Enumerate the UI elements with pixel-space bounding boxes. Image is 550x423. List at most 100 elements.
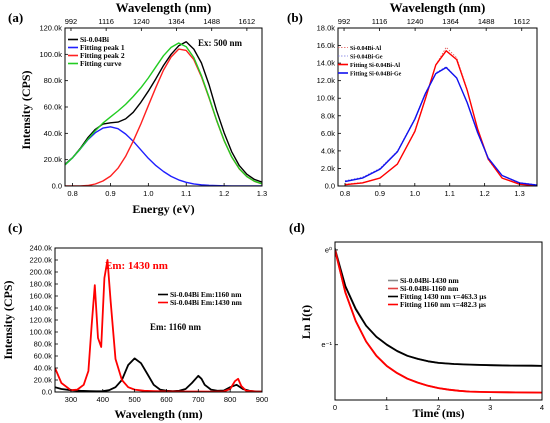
y-tick-label-b-5: 10.0k xyxy=(317,94,336,103)
top-tick-label-b-0: 992 xyxy=(338,17,351,26)
y-tick-label-c-3: 60.0k xyxy=(34,352,53,361)
y-tick-label-a-3: 60.0k xyxy=(44,103,63,112)
plot-frame-b xyxy=(337,27,538,187)
x-axis-title-a: Energy (eV) xyxy=(132,202,194,216)
series-line-a-3 xyxy=(65,42,262,185)
y-tick-label-c-8: 160.0k xyxy=(29,292,52,301)
x-tick-label-a-1: 0.9 xyxy=(105,189,115,198)
y-tick-label-b-9: 18.0k xyxy=(317,24,336,33)
x-tick-label-c-5: 800 xyxy=(224,395,237,404)
legend-label-d-3: Fitting 1160 nm τ=482.3 μs xyxy=(400,300,486,309)
top-tick-label-b-3: 1364 xyxy=(442,17,459,26)
y-tick-label-c-7: 140.0k xyxy=(29,304,52,313)
y-tick-label-b-1: 2.0k xyxy=(321,164,335,173)
legend-label-b-1: Si-0.04Bi-Ge xyxy=(350,55,383,61)
legend-label-b-3: Fitting Si-0.04Bi-Ge xyxy=(350,72,402,78)
top-tick-label-a-0: 992 xyxy=(65,17,78,26)
x-tick-label-c-0: 300 xyxy=(65,395,78,404)
y-axis-title-c: Intensity (CPS) xyxy=(1,280,15,359)
y-axis-title-d: Ln I(t) xyxy=(299,305,313,339)
series-line-d-1 xyxy=(335,249,542,394)
top-tick-label-a-1: 1116 xyxy=(98,17,114,26)
panel-label-b: (b) xyxy=(287,10,303,25)
series-line-c-1 xyxy=(55,259,262,392)
x-tick-label-d-3: 3 xyxy=(488,403,492,412)
y-tick-label-c-11: 220.0k xyxy=(29,256,52,265)
y-tick-label-c-2: 40.0k xyxy=(34,364,53,373)
x-tick-label-d-4: 4 xyxy=(540,403,544,412)
x-tick-label-b-3: 1.1 xyxy=(445,189,455,198)
y-tick-label-a-0: 0.0 xyxy=(52,182,62,191)
top-tick-label-b-4: 1488 xyxy=(478,17,495,26)
y-tick-label-a-2: 40.0k xyxy=(44,129,63,138)
series-line-d-3 xyxy=(335,249,542,394)
series-line-b-1 xyxy=(344,66,537,186)
y-tick-label-d-0: e⁰ xyxy=(325,245,332,254)
x-tick-label-b-4: 1.2 xyxy=(479,189,489,198)
y-tick-label-c-5: 100.0k xyxy=(29,328,52,337)
y-tick-label-b-0: 0.0 xyxy=(325,182,335,191)
annotation-a-0: Ex: 500 nm xyxy=(198,38,243,48)
top-tick-label-a-5: 1612 xyxy=(239,17,256,26)
y-tick-label-c-1: 20.0k xyxy=(34,376,53,385)
x-tick-label-d-0: 0 xyxy=(333,403,337,412)
y-tick-label-c-10: 200.0k xyxy=(29,268,52,277)
legend-label-d-1: Si-0.04Bi-1160 nm xyxy=(400,284,459,293)
x-tick-label-b-1: 0.9 xyxy=(375,189,385,198)
y-tick-label-b-4: 8.0k xyxy=(321,111,335,120)
top-tick-label-a-2: 1240 xyxy=(133,17,150,26)
series-line-b-2 xyxy=(344,50,537,186)
y-axis-title-a: Intensity (CPS) xyxy=(19,70,33,149)
top-tick-label-a-4: 1488 xyxy=(203,17,220,26)
y-tick-label-b-2: 4.0k xyxy=(321,146,335,155)
x-tick-label-c-4: 700 xyxy=(192,395,205,404)
legend-label-d-2: Fitting 1430 nm τ=463.3 μs xyxy=(400,292,486,301)
panel-a: 0.8 0.9 1.0 1.1 1.2 1.3 0.0 20.0k 40.0k 60.0k 80.0… xyxy=(8,0,267,216)
series-line-b-3 xyxy=(344,66,537,186)
x-tick-label-a-3: 1.1 xyxy=(181,189,191,198)
x-tick-label-a-5: 1.3 xyxy=(257,189,267,198)
top-tick-label-b-1: 1116 xyxy=(372,17,388,26)
x-tick-label-b-5: 1.3 xyxy=(514,189,524,198)
x-tick-label-a-4: 1.2 xyxy=(219,189,229,198)
chart-title-b: Wavelength (nm) xyxy=(390,0,486,15)
series-group-d xyxy=(335,248,542,394)
y-tick-label-a-5: 100.0k xyxy=(39,50,62,59)
x-tick-label-c-6: 900 xyxy=(256,395,269,404)
y-tick-label-b-8: 16.0k xyxy=(317,41,336,50)
top-tick-label-b-5: 1612 xyxy=(513,17,530,26)
legend-label-b-0: Si-0.04Bi-Al xyxy=(350,46,382,52)
legend-label-d-0: Si-0.04Bi-1430 nm xyxy=(400,276,460,285)
annotation-c-0: Em: 1430 nm xyxy=(105,260,168,272)
panel-b: 0.8 0.9 1.0 1.1 1.2 1.3 0.0 2.0k 4.0k 6.0k 8.0k 10.… xyxy=(287,0,538,198)
legend-label-a-2: Fitting peak 2 xyxy=(80,51,125,60)
chart-title-a: Wavelength (nm) xyxy=(116,0,212,15)
y-tick-label-c-9: 180.0k xyxy=(29,280,52,289)
annotation-c-1: Em: 1160 nm xyxy=(150,322,202,332)
legend-label-a-0: Si-0.04Bi xyxy=(80,35,109,44)
y-tick-label-b-3: 6.0k xyxy=(321,129,335,138)
legend-label-c-1: Si-0.04Bi Em:1430 nm xyxy=(170,298,243,307)
y-tick-label-a-4: 80.0k xyxy=(44,76,63,85)
x-tick-label-d-1: 1 xyxy=(385,403,389,412)
x-axis-title-d: Time (ms) xyxy=(412,406,464,420)
x-tick-label-c-2: 500 xyxy=(128,395,141,404)
x-tick-label-b-2: 1.0 xyxy=(410,189,420,198)
x-axis-title-c: Wavelength (nm) xyxy=(114,407,202,421)
y-tick-label-c-4: 80.0k xyxy=(34,340,53,349)
x-tick-label-a-0: 0.8 xyxy=(67,189,77,198)
legend-label-a-1: Fitting peak 1 xyxy=(80,43,125,52)
plot-frame-d xyxy=(334,241,543,401)
x-tick-label-d-2: 2 xyxy=(436,403,440,412)
legend-b: Si-0.04Bi-Al Si-0.04Bi-Ge Fitting Si-0.04B… xyxy=(338,46,402,78)
x-tick-label-c-1: 400 xyxy=(97,395,110,404)
y-tick-label-c-0: 0.0 xyxy=(42,388,52,397)
panel-label-c: (c) xyxy=(8,220,22,235)
top-tick-label-a-3: 1364 xyxy=(168,17,185,26)
top-tick-label-b-2: 1240 xyxy=(407,17,424,26)
legend-label-a-3: Fitting curve xyxy=(80,59,122,68)
legend-label-b-2: Fitting Si-0.04Bi-Al xyxy=(350,63,400,69)
